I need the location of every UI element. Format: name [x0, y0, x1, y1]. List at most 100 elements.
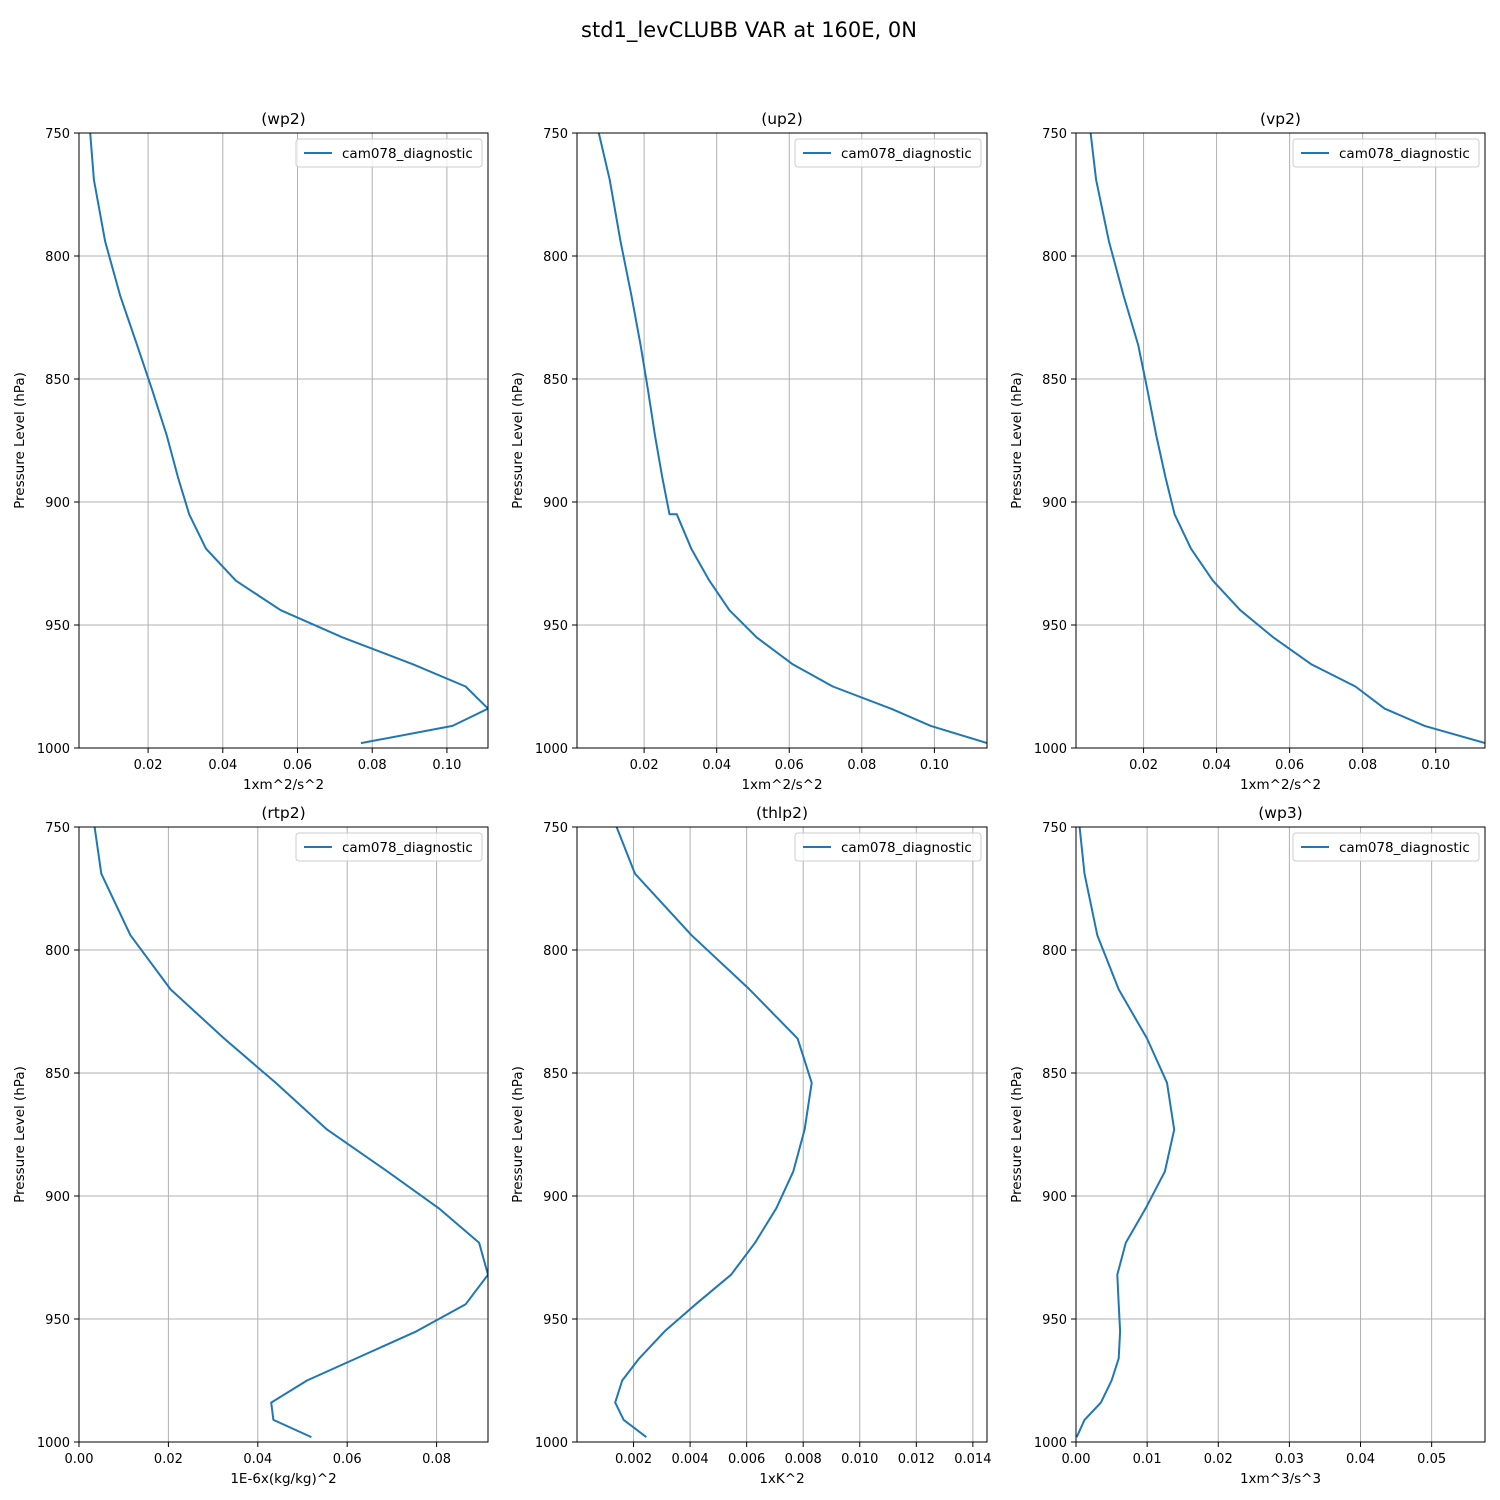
figure-title: std1_levCLUBB VAR at 160E, 0N	[581, 18, 917, 43]
legend-box	[295, 138, 483, 168]
y-tick-label: 850	[1042, 1067, 1067, 1082]
x-tick-label: 0.008	[785, 1452, 822, 1467]
series-line	[1076, 827, 1176, 1438]
y-tick-label: 950	[543, 619, 568, 634]
y-tick-label: 1000	[1034, 1436, 1067, 1451]
panel-4: 0.002 0.004 0.006 0.008 0.010 0.012 0.014 750 80…	[510, 804, 991, 1487]
y-tick-label: 750	[543, 821, 568, 836]
x-tick-label: 0.10	[1421, 758, 1450, 773]
y-tick-label: 900	[45, 1190, 70, 1205]
panel-title: (rtp2)	[261, 804, 305, 822]
legend-box	[1292, 138, 1480, 168]
y-tick-label: 950	[1042, 1313, 1067, 1328]
y-axis-label: Pressure Level (hPa)	[1009, 372, 1025, 509]
x-tick-label: 0.014	[954, 1452, 991, 1467]
axes-frame	[78, 132, 489, 749]
x-tick-label: 0.10	[432, 758, 461, 773]
y-tick-label: 850	[543, 1067, 568, 1082]
panels: 0.02 0.04 0.06 0.08 0.10 750 800 850 900 950 1000 (…	[12, 110, 1486, 1487]
y-tick-label: 750	[543, 127, 568, 142]
y-tick-label: 800	[543, 944, 568, 959]
x-tick-label: 0.02	[1204, 1452, 1233, 1467]
y-tick-label: 750	[1042, 821, 1067, 836]
panel-title: (up2)	[761, 110, 803, 128]
y-tick-label: 900	[543, 496, 568, 511]
legend-label: cam078_diagnostic	[1339, 146, 1470, 162]
panel-1: 0.02 0.04 0.06 0.08 0.10 750 800 850 900 950 1000 (…	[510, 110, 988, 793]
x-tick-label: 0.08	[847, 758, 876, 773]
axes-frame	[78, 826, 489, 1443]
legend: cam078_diagnostic	[295, 832, 483, 862]
x-tick-label: 0.04	[1202, 758, 1231, 773]
x-axis-label: 1xm^2/s^2	[741, 777, 822, 793]
y-tick-label: 750	[1042, 127, 1067, 142]
x-tick-label: 0.06	[1275, 758, 1304, 773]
y-tick-label: 1000	[535, 1436, 568, 1451]
y-tick-label: 800	[1042, 250, 1067, 265]
panel-title: (wp3)	[1258, 804, 1302, 822]
x-tick-label: 0.08	[358, 758, 387, 773]
x-tick-label: 0.02	[154, 1452, 183, 1467]
panel-title: (thlp2)	[756, 804, 808, 822]
x-axis-label: 1xm^3/s^3	[1240, 1471, 1321, 1487]
y-tick-label: 1000	[535, 742, 568, 757]
y-tick-label: 950	[45, 1313, 70, 1328]
legend: cam078_diagnostic	[295, 138, 483, 168]
y-axis-label: Pressure Level (hPa)	[12, 372, 28, 509]
legend-label: cam078_diagnostic	[1339, 840, 1470, 856]
axes-frame	[1075, 132, 1486, 749]
x-axis-label: 1xK^2	[759, 1471, 804, 1487]
series-line	[614, 827, 813, 1438]
panel-title: (vp2)	[1260, 110, 1301, 128]
panel-2: 0.02 0.04 0.06 0.08 0.10 750 800 850 900 950 1000 (…	[1009, 110, 1486, 793]
x-tick-label: 0.006	[728, 1452, 765, 1467]
x-axis-label: 1xm^2/s^2	[1240, 777, 1321, 793]
legend: cam078_diagnostic	[1292, 832, 1480, 862]
y-axis-label: Pressure Level (hPa)	[1009, 1066, 1025, 1203]
y-tick-label: 950	[45, 619, 70, 634]
legend-label: cam078_diagnostic	[841, 146, 972, 162]
y-tick-label: 900	[1042, 496, 1067, 511]
x-tick-label: 0.012	[898, 1452, 935, 1467]
y-tick-label: 1000	[37, 1436, 70, 1451]
y-tick-label: 950	[543, 1313, 568, 1328]
y-tick-label: 800	[543, 250, 568, 265]
y-tick-label: 950	[1042, 619, 1067, 634]
legend-box	[1292, 832, 1480, 862]
x-tick-label: 0.04	[702, 758, 731, 773]
y-tick-label: 750	[45, 127, 70, 142]
legend-box	[794, 138, 982, 168]
panel-3: 0.00 0.02 0.04 0.06 0.08 750 800 850 900 950 1000 (…	[12, 804, 489, 1487]
series-line	[1089, 133, 1485, 745]
axes-frame	[576, 826, 988, 1443]
y-tick-label: 850	[543, 373, 568, 388]
y-axis-label: Pressure Level (hPa)	[510, 372, 526, 509]
x-tick-label: 0.004	[671, 1452, 708, 1467]
x-tick-label: 0.00	[65, 1452, 94, 1467]
x-tick-label: 0.06	[775, 758, 804, 773]
y-tick-label: 900	[45, 496, 70, 511]
x-tick-label: 0.04	[1346, 1452, 1375, 1467]
x-tick-label: 0.06	[333, 1452, 362, 1467]
x-tick-label: 0.08	[422, 1452, 451, 1467]
legend-label: cam078_diagnostic	[342, 146, 473, 162]
x-tick-label: 0.01	[1133, 1452, 1162, 1467]
legend: cam078_diagnostic	[794, 138, 982, 168]
y-tick-label: 1000	[1034, 742, 1067, 757]
y-tick-label: 800	[45, 944, 70, 959]
x-axis-label: 1E-6x(kg/kg)^2	[230, 1471, 336, 1487]
axes-frame	[1075, 826, 1486, 1443]
legend-box	[295, 832, 483, 862]
x-tick-label: 0.02	[1129, 758, 1158, 773]
legend-label: cam078_diagnostic	[841, 840, 972, 856]
legend: cam078_diagnostic	[794, 832, 982, 862]
axes-frame	[576, 132, 988, 749]
x-axis-label: 1xm^2/s^2	[243, 777, 324, 793]
series-line	[93, 827, 488, 1439]
x-tick-label: 0.00	[1062, 1452, 1091, 1467]
legend-box	[794, 832, 982, 862]
x-tick-label: 0.06	[283, 758, 312, 773]
x-tick-label: 0.04	[208, 758, 237, 773]
